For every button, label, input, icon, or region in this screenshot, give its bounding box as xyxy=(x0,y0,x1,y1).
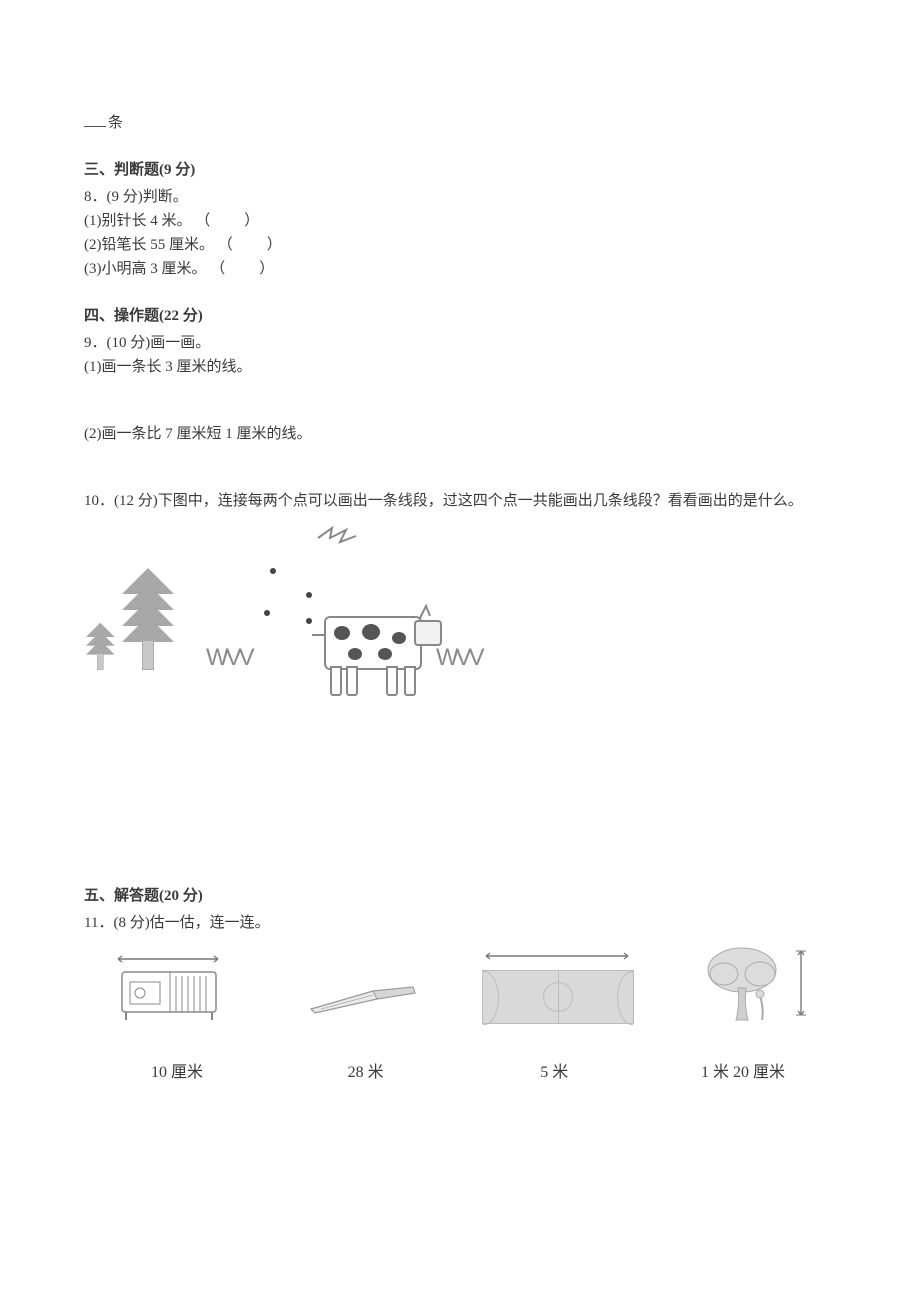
q11-item-court xyxy=(472,946,642,1024)
continuation-suffix: 条 xyxy=(108,115,123,131)
q11-label-row: 10 厘米 28 米 5 米 1 米 20 厘米 xyxy=(84,1058,836,1082)
q8-item-1: (1)别针长 4 米。 （） xyxy=(84,209,836,230)
crib-icon xyxy=(114,954,224,1024)
knife-icon xyxy=(303,979,423,1024)
q9-2: (2)画一条比 7 厘米短 1 厘米的线。 xyxy=(84,422,836,443)
q11-label-4: 1 米 20 厘米 xyxy=(658,1058,828,1082)
section-5-header: 五、解答题(20 分) xyxy=(84,884,836,905)
q8-item-1-text: (1)别针长 4 米。 xyxy=(84,213,192,229)
q11-item-tree xyxy=(666,946,836,1024)
q9-intro: 9．(10 分)画一画。 xyxy=(84,331,836,352)
pine-tree-large-icon xyxy=(122,578,174,670)
drawing-space-1[interactable] xyxy=(84,379,836,419)
q8-item-2-text: (2)铅笔长 55 厘米。 xyxy=(84,237,214,253)
q8-item-3-text: (3)小明高 3 厘米。 xyxy=(84,261,207,277)
judge-blank[interactable]: （） xyxy=(218,237,282,253)
point-4 xyxy=(306,618,312,624)
q11-item-crib xyxy=(84,946,254,1024)
tree-icon xyxy=(696,944,806,1024)
basketball-court-icon xyxy=(482,949,632,1024)
q11-item-knife xyxy=(278,946,448,1024)
q8-intro: 8．(9 分)判断。 xyxy=(84,185,836,206)
fill-blank[interactable] xyxy=(84,126,106,127)
q9-1: (1)画一条长 3 厘米的线。 xyxy=(84,355,836,376)
cow-icon xyxy=(324,616,422,670)
q11-label-3: 5 米 xyxy=(469,1058,639,1082)
section-4-header: 四、操作题(22 分) xyxy=(84,304,836,325)
point-1 xyxy=(270,568,276,574)
grass-icon: WVV xyxy=(436,644,482,672)
q10-text: 10．(12 分)下图中，连接每两个点可以画出一条线段，过这四个点一共能画出几条… xyxy=(84,489,836,510)
q10-illustration: WVV WVV xyxy=(86,518,486,678)
q8-item-3: (3)小明高 3 厘米。 （） xyxy=(84,257,836,278)
grass-icon: WVV xyxy=(206,644,252,672)
q11-label-1: 10 厘米 xyxy=(92,1058,262,1082)
bird-icon xyxy=(316,524,362,557)
pine-tree-small-icon xyxy=(86,628,115,670)
judge-blank[interactable]: （） xyxy=(195,213,259,229)
continuation-line: 条 xyxy=(84,111,836,132)
point-2 xyxy=(306,592,312,598)
q11-intro: 11．(8 分)估一估，连一连。 xyxy=(84,911,836,932)
q8-item-2: (2)铅笔长 55 厘米。 （） xyxy=(84,233,836,254)
point-3 xyxy=(264,610,270,616)
section-3-header: 三、判断题(9 分) xyxy=(84,158,836,179)
q10-answer-space[interactable] xyxy=(84,678,836,858)
q11-label-2: 28 米 xyxy=(281,1058,451,1082)
judge-blank[interactable]: （） xyxy=(210,261,274,277)
drawing-space-2[interactable] xyxy=(84,446,836,486)
q11-image-row xyxy=(84,946,836,1024)
page: 条 三、判断题(9 分) 8．(9 分)判断。 (1)别针长 4 米。 （） (… xyxy=(0,0,920,1142)
